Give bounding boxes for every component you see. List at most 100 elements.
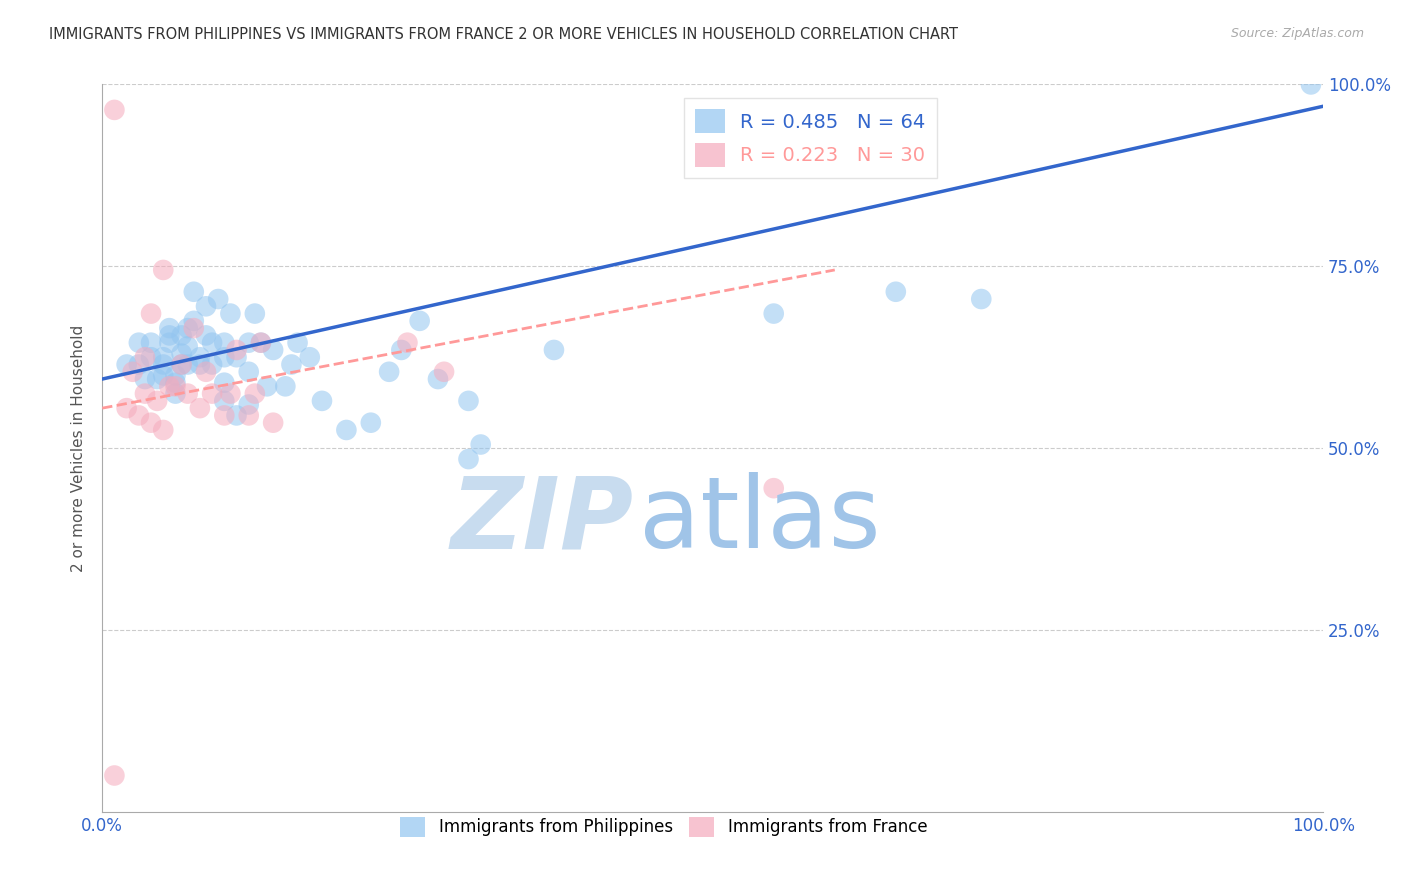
Point — [146, 393, 169, 408]
Point — [146, 372, 169, 386]
Point — [457, 452, 479, 467]
Text: Source: ZipAtlas.com: Source: ZipAtlas.com — [1230, 27, 1364, 40]
Point — [238, 397, 260, 411]
Text: ZIP: ZIP — [450, 473, 633, 569]
Point — [176, 358, 198, 372]
Point — [165, 376, 187, 390]
Point — [207, 292, 229, 306]
Point — [262, 416, 284, 430]
Point — [134, 350, 156, 364]
Point — [139, 416, 162, 430]
Point — [170, 328, 193, 343]
Point — [176, 339, 198, 353]
Point — [378, 365, 401, 379]
Point — [139, 350, 162, 364]
Point — [121, 365, 143, 379]
Point — [389, 343, 412, 357]
Point — [152, 263, 174, 277]
Point — [139, 335, 162, 350]
Point — [298, 350, 321, 364]
Point — [214, 335, 236, 350]
Point — [195, 365, 218, 379]
Text: atlas: atlas — [640, 473, 882, 569]
Point — [165, 368, 187, 383]
Text: IMMIGRANTS FROM PHILIPPINES VS IMMIGRANTS FROM FRANCE 2 OR MORE VEHICLES IN HOUS: IMMIGRANTS FROM PHILIPPINES VS IMMIGRANT… — [49, 27, 959, 42]
Point — [243, 307, 266, 321]
Point — [433, 365, 456, 379]
Point — [152, 368, 174, 383]
Point — [157, 328, 180, 343]
Point — [256, 379, 278, 393]
Point — [243, 386, 266, 401]
Point — [225, 350, 247, 364]
Point — [165, 386, 187, 401]
Point — [280, 358, 302, 372]
Point — [274, 379, 297, 393]
Point — [1299, 78, 1322, 92]
Point — [214, 376, 236, 390]
Point — [426, 372, 449, 386]
Point — [408, 314, 430, 328]
Point — [170, 358, 193, 372]
Point — [170, 346, 193, 360]
Point — [195, 328, 218, 343]
Point — [170, 358, 193, 372]
Point — [225, 343, 247, 357]
Point — [219, 307, 242, 321]
Point — [157, 379, 180, 393]
Point — [103, 103, 125, 117]
Point — [214, 409, 236, 423]
Point — [176, 386, 198, 401]
Point — [201, 386, 224, 401]
Point — [134, 386, 156, 401]
Point — [165, 379, 187, 393]
Point — [396, 335, 419, 350]
Point — [152, 350, 174, 364]
Point — [183, 321, 205, 335]
Point — [201, 335, 224, 350]
Point — [250, 335, 273, 350]
Point — [128, 358, 150, 372]
Point — [262, 343, 284, 357]
Point — [188, 358, 211, 372]
Point — [214, 393, 236, 408]
Point — [238, 335, 260, 350]
Point — [543, 343, 565, 357]
Point — [195, 299, 218, 313]
Point — [214, 350, 236, 364]
Point — [128, 409, 150, 423]
Point — [152, 358, 174, 372]
Point — [457, 393, 479, 408]
Point — [225, 409, 247, 423]
Point — [201, 358, 224, 372]
Point — [139, 307, 162, 321]
Point — [188, 350, 211, 364]
Point — [238, 409, 260, 423]
Point — [970, 292, 993, 306]
Point — [762, 481, 785, 495]
Point — [183, 285, 205, 299]
Point — [157, 321, 180, 335]
Point — [115, 358, 138, 372]
Point — [152, 423, 174, 437]
Point — [360, 416, 382, 430]
Point — [183, 314, 205, 328]
Point — [287, 335, 309, 350]
Point — [335, 423, 357, 437]
Point — [134, 372, 156, 386]
Point — [103, 768, 125, 782]
Y-axis label: 2 or more Vehicles in Household: 2 or more Vehicles in Household — [72, 325, 86, 572]
Point — [128, 335, 150, 350]
Point — [176, 321, 198, 335]
Legend: Immigrants from Philippines, Immigrants from France: Immigrants from Philippines, Immigrants … — [394, 810, 934, 844]
Point — [219, 386, 242, 401]
Point — [250, 335, 273, 350]
Point — [762, 307, 785, 321]
Point — [311, 393, 333, 408]
Point — [470, 437, 492, 451]
Point — [115, 401, 138, 416]
Point — [188, 401, 211, 416]
Point — [238, 365, 260, 379]
Point — [884, 285, 907, 299]
Point — [157, 335, 180, 350]
